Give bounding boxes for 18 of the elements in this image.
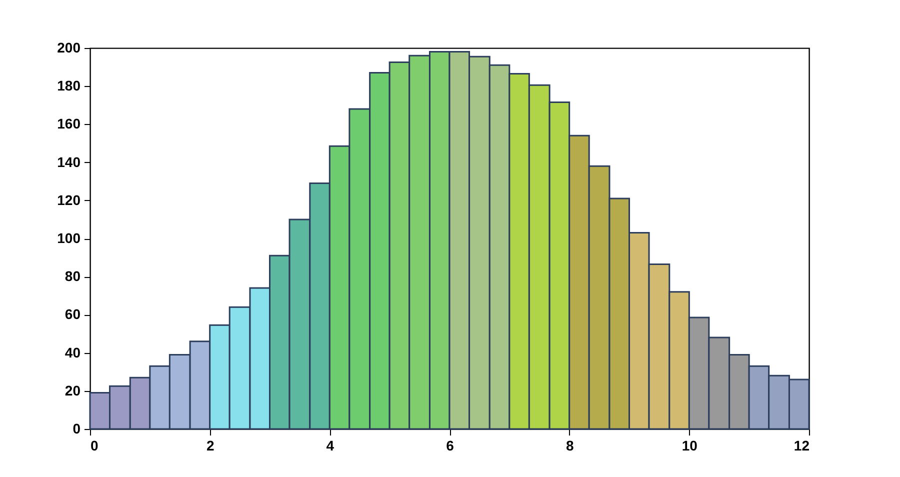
x-tick-label: 2 <box>206 438 214 454</box>
y-tick-label: 60 <box>64 306 81 322</box>
y-tick-label: 80 <box>64 268 81 284</box>
y-tick-label: 200 <box>57 40 81 56</box>
x-tick-label: 8 <box>566 438 574 454</box>
x-tick-label: 4 <box>326 438 334 454</box>
y-tick-label: 160 <box>57 116 81 132</box>
y-tick-label: 0 <box>72 420 81 436</box>
x-tick-label: 0 <box>90 438 98 454</box>
y-tick-label: 120 <box>57 192 81 208</box>
x-tick-label: 12 <box>794 438 810 454</box>
y-tick-label: 40 <box>64 344 81 360</box>
y-tick-label: 180 <box>57 78 81 94</box>
x-tick-label: 10 <box>682 438 698 454</box>
y-tick-label: 100 <box>57 230 81 246</box>
x-tick-label: 6 <box>446 438 454 454</box>
y-tick-label: 20 <box>64 382 81 398</box>
y-tick-label: 140 <box>57 154 81 170</box>
